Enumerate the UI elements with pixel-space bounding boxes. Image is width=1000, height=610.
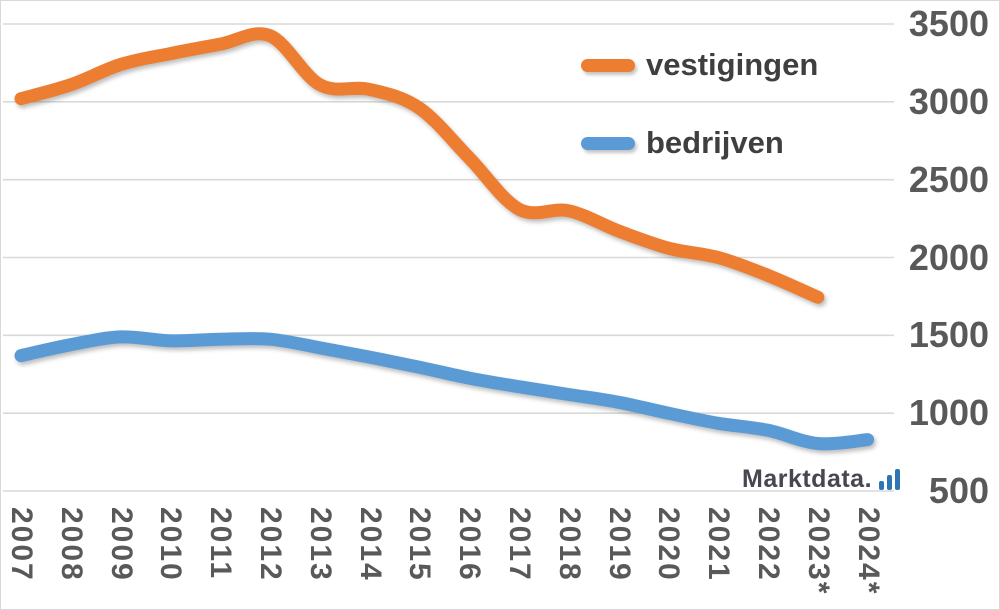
y-tick-label: 500 — [928, 470, 989, 511]
x-tick-label: 2013 — [304, 507, 337, 582]
x-tick-label: 2010 — [154, 507, 187, 582]
x-tick-label: 2017 — [503, 507, 536, 582]
x-tick-label: 2008 — [55, 507, 88, 582]
y-tick-label: 1500 — [908, 314, 989, 355]
vestigingen-line-swatch — [581, 58, 635, 72]
x-tick-label: 2020 — [652, 507, 685, 582]
bedrijven-line-swatch — [581, 136, 635, 150]
x-tick-label: 2015 — [403, 507, 436, 582]
bar-chart-icon — [876, 469, 901, 490]
x-tick-label: 2007 — [5, 507, 38, 582]
series-line-vestigingen — [14, 27, 825, 304]
legend-label-vestigingen: vestigingen — [646, 47, 819, 82]
x-tick-label: 2019 — [603, 507, 636, 582]
x-tick-label: 2009 — [105, 507, 138, 582]
y-tick-label: 3500 — [908, 3, 989, 44]
x-tick-label: 2016 — [453, 507, 486, 582]
x-tick-label: 2024* — [852, 507, 885, 596]
x-tick-label: 2023* — [802, 507, 835, 596]
marktdata-watermark: Marktdata. — [742, 464, 901, 494]
watermark-text: Marktdata. — [742, 465, 873, 493]
y-tick-label: 3000 — [908, 81, 989, 122]
y-tick-label: 2000 — [908, 237, 989, 278]
x-tick-label: 2021 — [702, 507, 735, 582]
series-line-bedrijven — [14, 330, 875, 451]
x-tick-label: 2011 — [204, 507, 237, 581]
legend-label-bedrijven: bedrijven — [646, 125, 784, 160]
x-tick-label: 2018 — [553, 507, 586, 582]
x-tick-label: 2012 — [254, 507, 287, 582]
legend-item-bedrijven: bedrijven — [581, 124, 784, 162]
y-tick-label: 2500 — [908, 159, 989, 200]
y-tick-label: 1000 — [908, 392, 989, 433]
x-tick-label: 2014 — [354, 507, 387, 582]
x-tick-label: 2022 — [752, 507, 785, 582]
legend-item-vestigingen: vestigingen — [581, 46, 818, 84]
